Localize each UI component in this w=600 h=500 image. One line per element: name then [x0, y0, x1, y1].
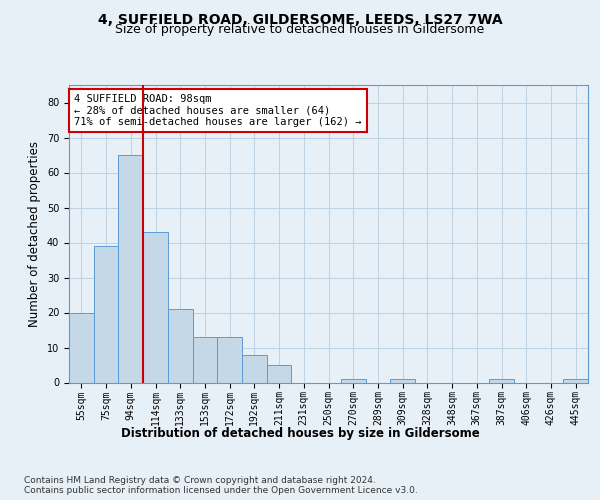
Text: 4 SUFFIELD ROAD: 98sqm
← 28% of detached houses are smaller (64)
71% of semi-det: 4 SUFFIELD ROAD: 98sqm ← 28% of detached… — [74, 94, 362, 127]
Bar — [118, 155, 143, 382]
Text: Contains HM Land Registry data © Crown copyright and database right 2024.
Contai: Contains HM Land Registry data © Crown c… — [24, 476, 418, 495]
Text: Distribution of detached houses by size in Gildersome: Distribution of detached houses by size … — [121, 428, 479, 440]
Text: 4, SUFFIELD ROAD, GILDERSOME, LEEDS, LS27 7WA: 4, SUFFIELD ROAD, GILDERSOME, LEEDS, LS2… — [98, 12, 502, 26]
Bar — [489, 379, 514, 382]
Text: Size of property relative to detached houses in Gildersome: Size of property relative to detached ho… — [115, 24, 485, 36]
Bar — [193, 337, 217, 382]
Bar — [267, 365, 292, 382]
Bar — [390, 379, 415, 382]
Y-axis label: Number of detached properties: Number of detached properties — [28, 141, 41, 327]
Bar — [94, 246, 118, 382]
Bar — [143, 232, 168, 382]
Bar — [217, 337, 242, 382]
Bar — [341, 379, 365, 382]
Bar — [69, 312, 94, 382]
Bar — [168, 309, 193, 382]
Bar — [242, 354, 267, 382]
Bar — [563, 379, 588, 382]
